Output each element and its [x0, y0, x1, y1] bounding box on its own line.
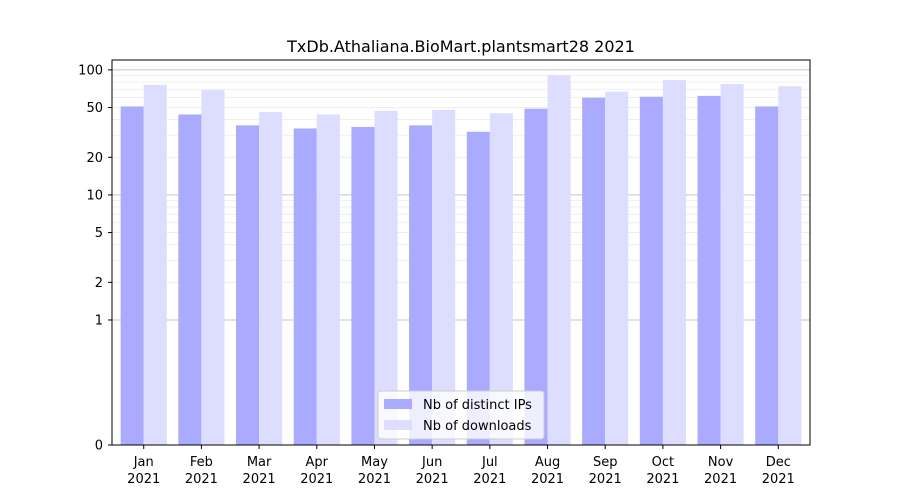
legend-label: Nb of distinct IPs [423, 398, 532, 413]
x-tick-month: May [361, 455, 388, 470]
bar-downloads [374, 110, 398, 446]
x-tick-year: 2021 [243, 472, 276, 487]
bar-distinct-ips [755, 106, 779, 446]
x-tick-year: 2021 [589, 472, 622, 487]
grid [112, 69, 810, 321]
bar-downloads [143, 84, 167, 446]
x-tick-year: 2021 [473, 472, 506, 487]
bar-distinct-ips [120, 106, 144, 446]
bar-downloads [316, 114, 340, 445]
y-tick-label: 1 [95, 313, 103, 328]
y-tick-label: 0 [95, 439, 103, 454]
bar-downloads [201, 90, 225, 446]
bar-distinct-ips [466, 131, 490, 445]
chart-title: TxDb.Athaliana.BioMart.plantsmart28 2021 [286, 37, 635, 56]
y-tick-label: 2 [95, 276, 103, 291]
x-tick-month: Sep [593, 455, 618, 470]
y-axis: 0 1 2 5 10 20 50 100 [78, 63, 112, 454]
x-tick-year: 2021 [185, 472, 218, 487]
bar-downloads [489, 113, 513, 445]
legend-label: Nb of downloads [423, 419, 532, 434]
bars [120, 75, 802, 446]
bar-distinct-ips [697, 95, 721, 446]
x-tick-month: Dec [766, 455, 791, 470]
x-tick-month: Jul [481, 455, 498, 470]
legend-box [377, 390, 545, 440]
x-tick-year: 2021 [416, 472, 449, 487]
x-tick-year: 2021 [704, 472, 737, 487]
x-tick-year: 2021 [646, 472, 679, 487]
bar-downloads [778, 86, 802, 445]
x-tick-month: Apr [306, 455, 329, 470]
y-tick-label: 20 [86, 151, 103, 166]
x-tick-year: 2021 [127, 472, 160, 487]
x-tick-month: Jun [421, 455, 442, 470]
legend: Nb of distinct IPs Nb of downloads [377, 390, 545, 440]
bar-downloads [432, 109, 456, 445]
x-tick-year: 2021 [300, 472, 333, 487]
x-tick-month: Feb [190, 455, 213, 470]
bar-distinct-ips [236, 125, 260, 445]
bar-distinct-ips [639, 96, 663, 446]
legend-swatch [384, 399, 412, 409]
x-tick-year: 2021 [762, 472, 795, 487]
x-tick-year: 2021 [358, 472, 391, 487]
x-tick-year: 2021 [531, 472, 564, 487]
legend-swatch [384, 420, 412, 430]
bar-downloads [720, 84, 744, 445]
bar-downloads [605, 91, 629, 446]
bar-distinct-ips [582, 97, 606, 445]
x-tick-month: Mar [247, 455, 272, 470]
bar-distinct-ips [524, 108, 548, 445]
bar-distinct-ips [351, 126, 375, 445]
x-tick-month: Oct [652, 455, 674, 470]
bar-downloads [547, 75, 571, 446]
bar-downloads [259, 112, 283, 445]
bar-distinct-ips [293, 128, 317, 446]
x-axis: Jan 2021 Feb 2021 Mar 2021 Apr 2021 May 2021 Jun 20… [127, 445, 795, 487]
bar-downloads [662, 80, 686, 446]
x-tick-month: Jan [133, 455, 154, 470]
bar-distinct-ips [178, 114, 202, 445]
x-tick-month: Nov [708, 455, 734, 470]
bar-distinct-ips [409, 125, 433, 445]
y-tick-label: 10 [86, 188, 103, 203]
plot-frame [111, 59, 811, 446]
x-tick-month: Aug [535, 455, 560, 470]
y-tick-label: 5 [95, 226, 103, 241]
y-tick-label: 50 [86, 101, 103, 116]
y-tick-label: 100 [78, 63, 103, 78]
